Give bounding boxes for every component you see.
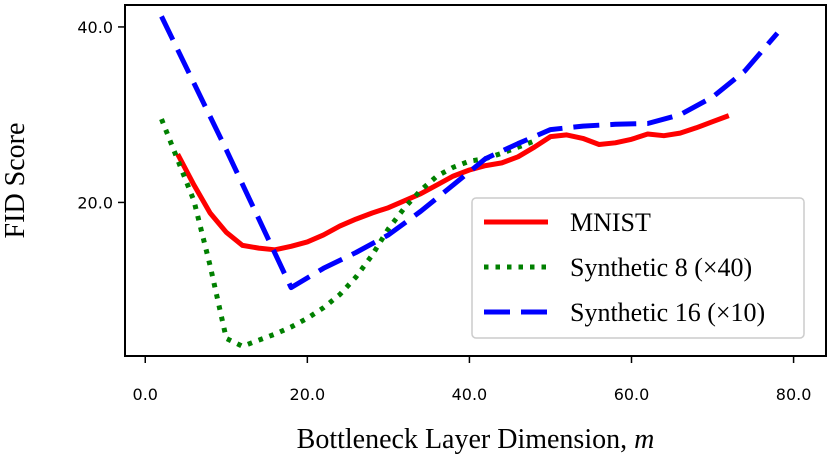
legend: MNIST Synthetic 8 (×40) Synthetic 16 (×10) (471, 197, 805, 339)
x-tick-label: 0.0 (133, 385, 158, 404)
x-tick-label: 40.0 (452, 385, 488, 404)
series-line-2 (159, 118, 536, 349)
legend-box (471, 197, 805, 339)
series-line-1 (175, 113, 730, 253)
x-tick-label: 80.0 (776, 385, 812, 404)
x-tick-label: 60.0 (614, 385, 650, 404)
plot-frame (124, 4, 827, 357)
y-tick-label: 40.0 (77, 18, 113, 37)
x-axis-label: Bottleneck Layer Dimension, m (297, 424, 655, 455)
y-tick-label: 20.0 (77, 193, 113, 212)
legend-label-3: Synthetic 16 (×10) (570, 298, 765, 327)
series-lines (159, 15, 780, 349)
x-tick-label: 20.0 (290, 385, 326, 404)
legend-label-1: MNIST (570, 208, 651, 237)
legend-label-2: Synthetic 8 (×40) (570, 253, 752, 282)
series-line-3 (159, 15, 780, 291)
axis-ticks: 0.0 20.0 40.0 60.0 80.0 20.0 40.0 (77, 18, 811, 404)
y-axis-label: FID Score (0, 123, 31, 239)
